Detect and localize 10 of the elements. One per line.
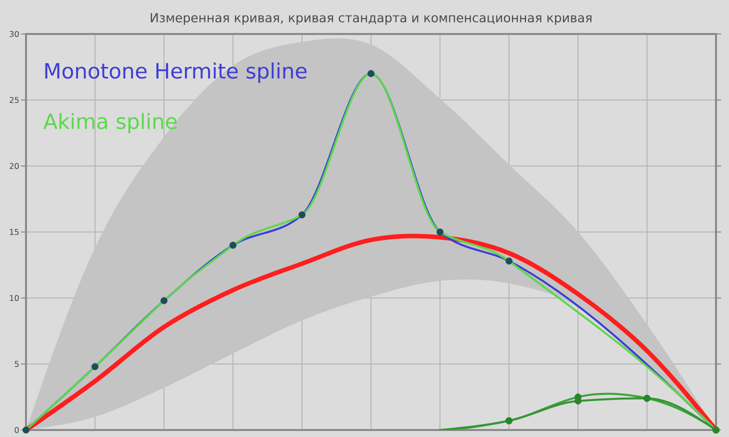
text: Monotone Hermite spline: [45, 62, 307, 83]
y-tick-label: 10: [10, 294, 19, 302]
y-tick-label: 0: [14, 426, 19, 434]
y-tick-label: 5: [14, 361, 19, 367]
y-tick-label: 20: [10, 162, 19, 170]
y-tick-label: 25: [10, 96, 19, 104]
y-tick-label: 30: [10, 30, 19, 38]
y-tick-label: 15: [10, 229, 19, 235]
chart-title: Измеренная кривая, кривая стандарта и компенсационная кривая: [150, 13, 592, 25]
text: Akima spline: [43, 112, 177, 134]
